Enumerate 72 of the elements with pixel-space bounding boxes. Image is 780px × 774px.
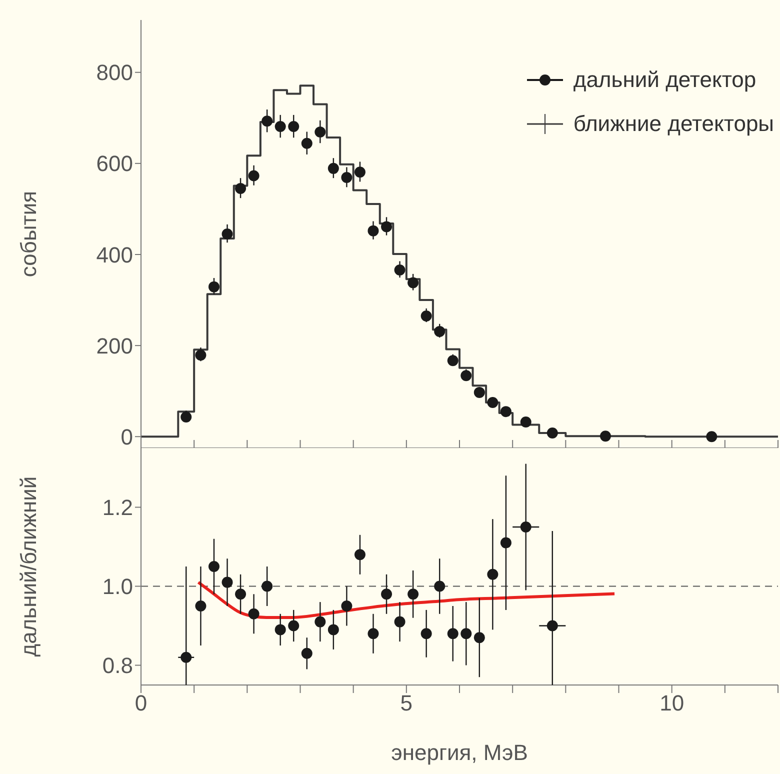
legend-label: ближние детекторы <box>573 110 774 138</box>
point <box>222 576 233 588</box>
point <box>208 281 220 292</box>
point <box>460 370 472 382</box>
point <box>500 406 512 418</box>
point <box>328 162 339 174</box>
y-tick-label: 1.0 <box>102 574 133 600</box>
point <box>301 138 312 149</box>
point <box>301 648 312 659</box>
point <box>235 182 246 194</box>
point <box>447 355 458 366</box>
point <box>354 166 366 178</box>
y-tick-label: 0.8 <box>102 653 133 678</box>
point <box>248 608 260 620</box>
x-axis-title: энергия, МэВ <box>391 740 528 765</box>
point <box>474 632 485 644</box>
point <box>706 431 718 442</box>
point <box>274 624 286 636</box>
point <box>368 628 379 640</box>
point <box>520 416 532 428</box>
point <box>341 172 352 184</box>
point <box>447 628 458 640</box>
point <box>341 600 352 612</box>
point <box>420 310 432 322</box>
point <box>520 522 532 532</box>
point <box>222 228 233 240</box>
x-tick-label: 10 <box>660 690 684 716</box>
x-tick-label: 5 <box>400 690 413 716</box>
y-tick-label: 0 <box>120 424 133 450</box>
point <box>394 616 406 628</box>
point <box>420 628 432 640</box>
y-axis-title: события <box>16 190 41 278</box>
point <box>262 116 273 127</box>
point <box>180 652 192 663</box>
point <box>394 264 406 276</box>
point <box>274 121 286 132</box>
point <box>314 126 326 138</box>
point <box>434 580 446 592</box>
point <box>288 121 300 132</box>
point <box>262 580 273 592</box>
point <box>381 588 392 600</box>
point <box>546 620 558 632</box>
point <box>180 412 192 423</box>
point <box>235 588 246 600</box>
point <box>354 549 366 560</box>
point <box>195 350 206 361</box>
point <box>500 537 512 548</box>
point <box>195 600 206 612</box>
point <box>460 628 472 640</box>
point <box>288 620 300 632</box>
y-tick-label: 400 <box>96 242 133 268</box>
point <box>248 170 260 182</box>
point <box>434 326 446 337</box>
point <box>546 427 558 438</box>
point <box>314 616 326 628</box>
legend-label: дальний детектор <box>573 66 756 94</box>
point <box>487 396 498 408</box>
y-tick-label: 200 <box>96 333 133 358</box>
point <box>600 430 611 442</box>
y-axis-title: дальний/ближний <box>16 476 41 657</box>
y-tick-label: 800 <box>96 60 133 86</box>
point <box>408 277 419 288</box>
line-series <box>196 580 616 619</box>
point <box>408 588 419 600</box>
point <box>474 386 485 398</box>
point <box>487 568 498 580</box>
point <box>208 561 220 572</box>
y-tick-label: 1.2 <box>102 495 133 520</box>
point <box>328 624 339 636</box>
point <box>381 221 392 232</box>
point <box>368 225 379 236</box>
y-tick-label: 600 <box>96 151 133 176</box>
